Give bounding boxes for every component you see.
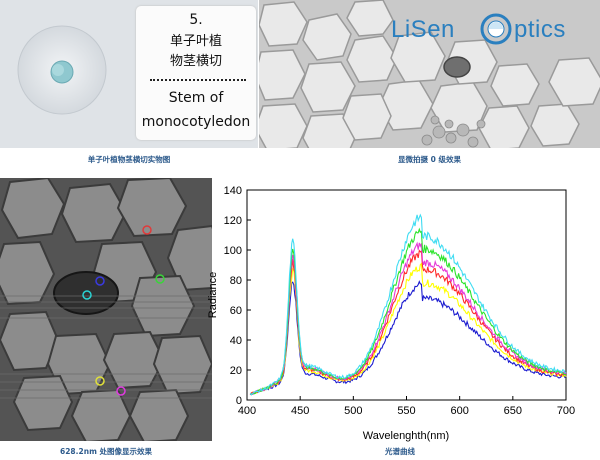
spectrum-chart: 400 450 500 550 600 650 700 0 20 40 60 80 100 120 140… (207, 185, 575, 442)
y-tick-label: 120 (224, 215, 242, 227)
label-english-line2: monocotyledon (141, 114, 251, 130)
label-number: 5. (189, 12, 203, 28)
plot-area (246, 189, 567, 401)
y-axis-ticks: 0 20 40 60 80 100 120 140 (224, 185, 251, 407)
label-divider (150, 79, 246, 81)
x-tick-label: 400 (238, 405, 256, 417)
microscope-photo: LiSen ptics (259, 0, 600, 148)
caption-spectrum: 光谱曲线 (385, 447, 415, 456)
y-tick-label: 140 (224, 185, 242, 197)
spectrum-series-line (249, 213, 567, 396)
processed-image (0, 178, 212, 441)
x-axis-label: Wavelenghth(nm) (363, 430, 449, 442)
x-tick-label: 500 (344, 405, 362, 417)
slide-photo: 5. 单子叶植 物茎横切 Stem of monocotyledon (0, 0, 258, 148)
y-tick-label: 20 (230, 365, 242, 377)
x-tick-label: 650 (504, 405, 522, 417)
caption-microscope: 显微拍摄 0 级效果 (398, 155, 461, 164)
x-tick-label: 700 (557, 405, 575, 417)
x-tick-label: 550 (397, 405, 415, 417)
slide-label: 5. 单子叶植 物茎横切 Stem of monocotyledon (136, 6, 256, 140)
y-tick-label: 0 (236, 395, 242, 407)
x-tick-label: 600 (450, 405, 468, 417)
caption-slide-photo: 单子叶植物茎横切实物图 (87, 155, 171, 164)
label-chinese-line1: 单子叶植 (169, 34, 222, 49)
x-tick-label: 450 (291, 405, 309, 417)
processed-cell-texture (0, 178, 212, 441)
caption-processed-image: 628.2nm 处图像显示效果 (60, 447, 152, 456)
x-axis-ticks: 400 450 500 550 600 650 700 (238, 396, 575, 417)
label-english-line1: Stem of (168, 90, 224, 106)
y-tick-label: 60 (230, 305, 242, 317)
cell-texture (259, 0, 600, 148)
spectrum-series-line (249, 280, 567, 395)
logo-text-optics: ptics (514, 16, 566, 43)
logo-text-lisen: LiSen (391, 16, 455, 43)
series-group (249, 213, 567, 396)
y-tick-label: 80 (230, 275, 242, 287)
y-axis-label: Radiance (207, 272, 219, 318)
y-tick-label: 40 (230, 335, 242, 347)
logo-o-icon (480, 13, 512, 45)
label-chinese-line2: 物茎横切 (169, 54, 222, 69)
y-tick-label: 100 (224, 245, 242, 257)
